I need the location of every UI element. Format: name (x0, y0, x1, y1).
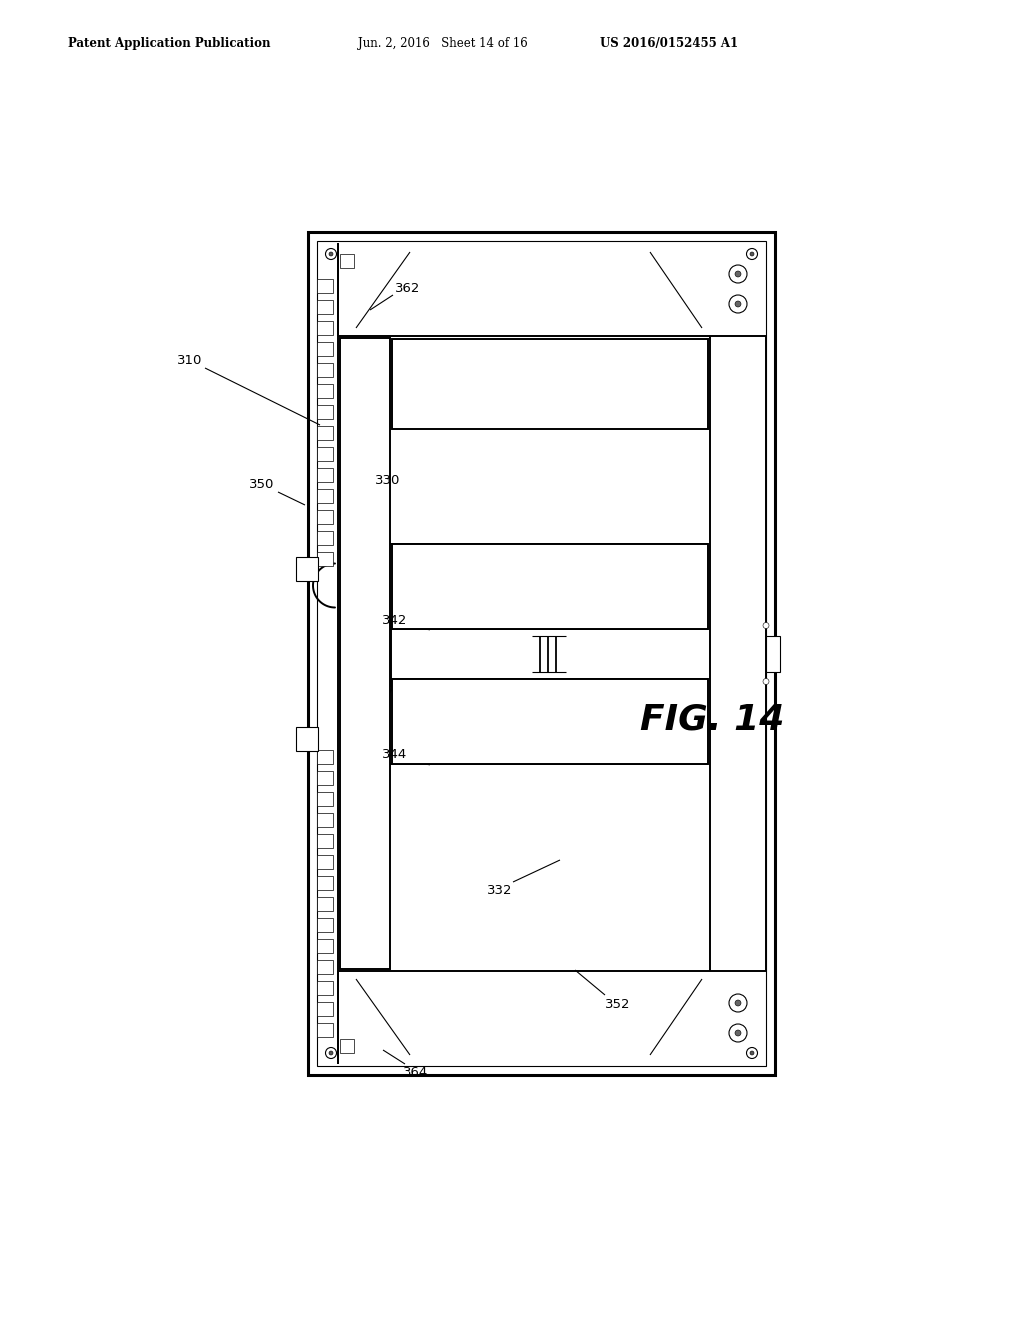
Circle shape (750, 252, 754, 256)
Bar (317, 855, 333, 869)
Circle shape (329, 1051, 333, 1055)
Bar (317, 898, 333, 911)
Bar (317, 531, 333, 545)
Text: US 2016/0152455 A1: US 2016/0152455 A1 (600, 37, 738, 49)
Circle shape (763, 678, 769, 685)
Bar (317, 1023, 333, 1038)
Bar (317, 960, 333, 974)
Bar (317, 426, 333, 440)
Text: 330: 330 (376, 474, 400, 487)
Bar (317, 750, 333, 764)
Circle shape (729, 294, 746, 313)
Circle shape (729, 265, 746, 282)
Bar (317, 813, 333, 828)
Bar (340, 338, 390, 969)
Bar (340, 1039, 354, 1053)
Bar (296, 726, 318, 751)
Circle shape (326, 248, 337, 260)
Text: 310: 310 (177, 354, 203, 367)
Bar (317, 1002, 333, 1016)
Circle shape (329, 252, 333, 256)
Circle shape (750, 1051, 754, 1055)
Bar (317, 242, 766, 1067)
Bar (317, 405, 333, 418)
Circle shape (729, 1024, 746, 1041)
Bar (392, 339, 708, 429)
Bar (392, 678, 708, 763)
Bar (317, 552, 333, 566)
Bar (317, 792, 333, 807)
Bar (317, 510, 333, 524)
Circle shape (326, 1048, 337, 1059)
Text: 344: 344 (382, 748, 408, 762)
Text: 350: 350 (249, 479, 274, 491)
Bar (392, 544, 708, 628)
Bar (317, 917, 333, 932)
Bar (308, 232, 775, 1074)
Circle shape (746, 248, 758, 260)
Bar (317, 488, 333, 503)
Text: 362: 362 (395, 281, 421, 294)
Text: Patent Application Publication: Patent Application Publication (68, 37, 270, 49)
Text: 352: 352 (605, 998, 631, 1011)
Bar (317, 876, 333, 890)
Bar (317, 981, 333, 995)
Bar (317, 834, 333, 847)
Bar (317, 384, 333, 399)
Circle shape (735, 1030, 741, 1036)
Circle shape (735, 271, 741, 277)
Bar (340, 253, 354, 268)
Text: 342: 342 (382, 614, 408, 627)
Text: Jun. 2, 2016   Sheet 14 of 16: Jun. 2, 2016 Sheet 14 of 16 (358, 37, 527, 49)
Bar (766, 635, 780, 672)
Bar (317, 363, 333, 378)
Bar (296, 557, 318, 581)
Bar (317, 321, 333, 335)
Text: 364: 364 (403, 1065, 429, 1078)
Text: 332: 332 (487, 883, 513, 896)
Bar (317, 447, 333, 461)
Circle shape (729, 994, 746, 1012)
Circle shape (735, 1001, 741, 1006)
Bar (317, 300, 333, 314)
Bar (317, 939, 333, 953)
Text: FIG. 14: FIG. 14 (640, 704, 784, 737)
Bar (317, 771, 333, 785)
Bar (317, 342, 333, 356)
Circle shape (746, 1048, 758, 1059)
Bar (317, 279, 333, 293)
Circle shape (735, 301, 741, 308)
Bar (317, 469, 333, 482)
Circle shape (763, 623, 769, 628)
